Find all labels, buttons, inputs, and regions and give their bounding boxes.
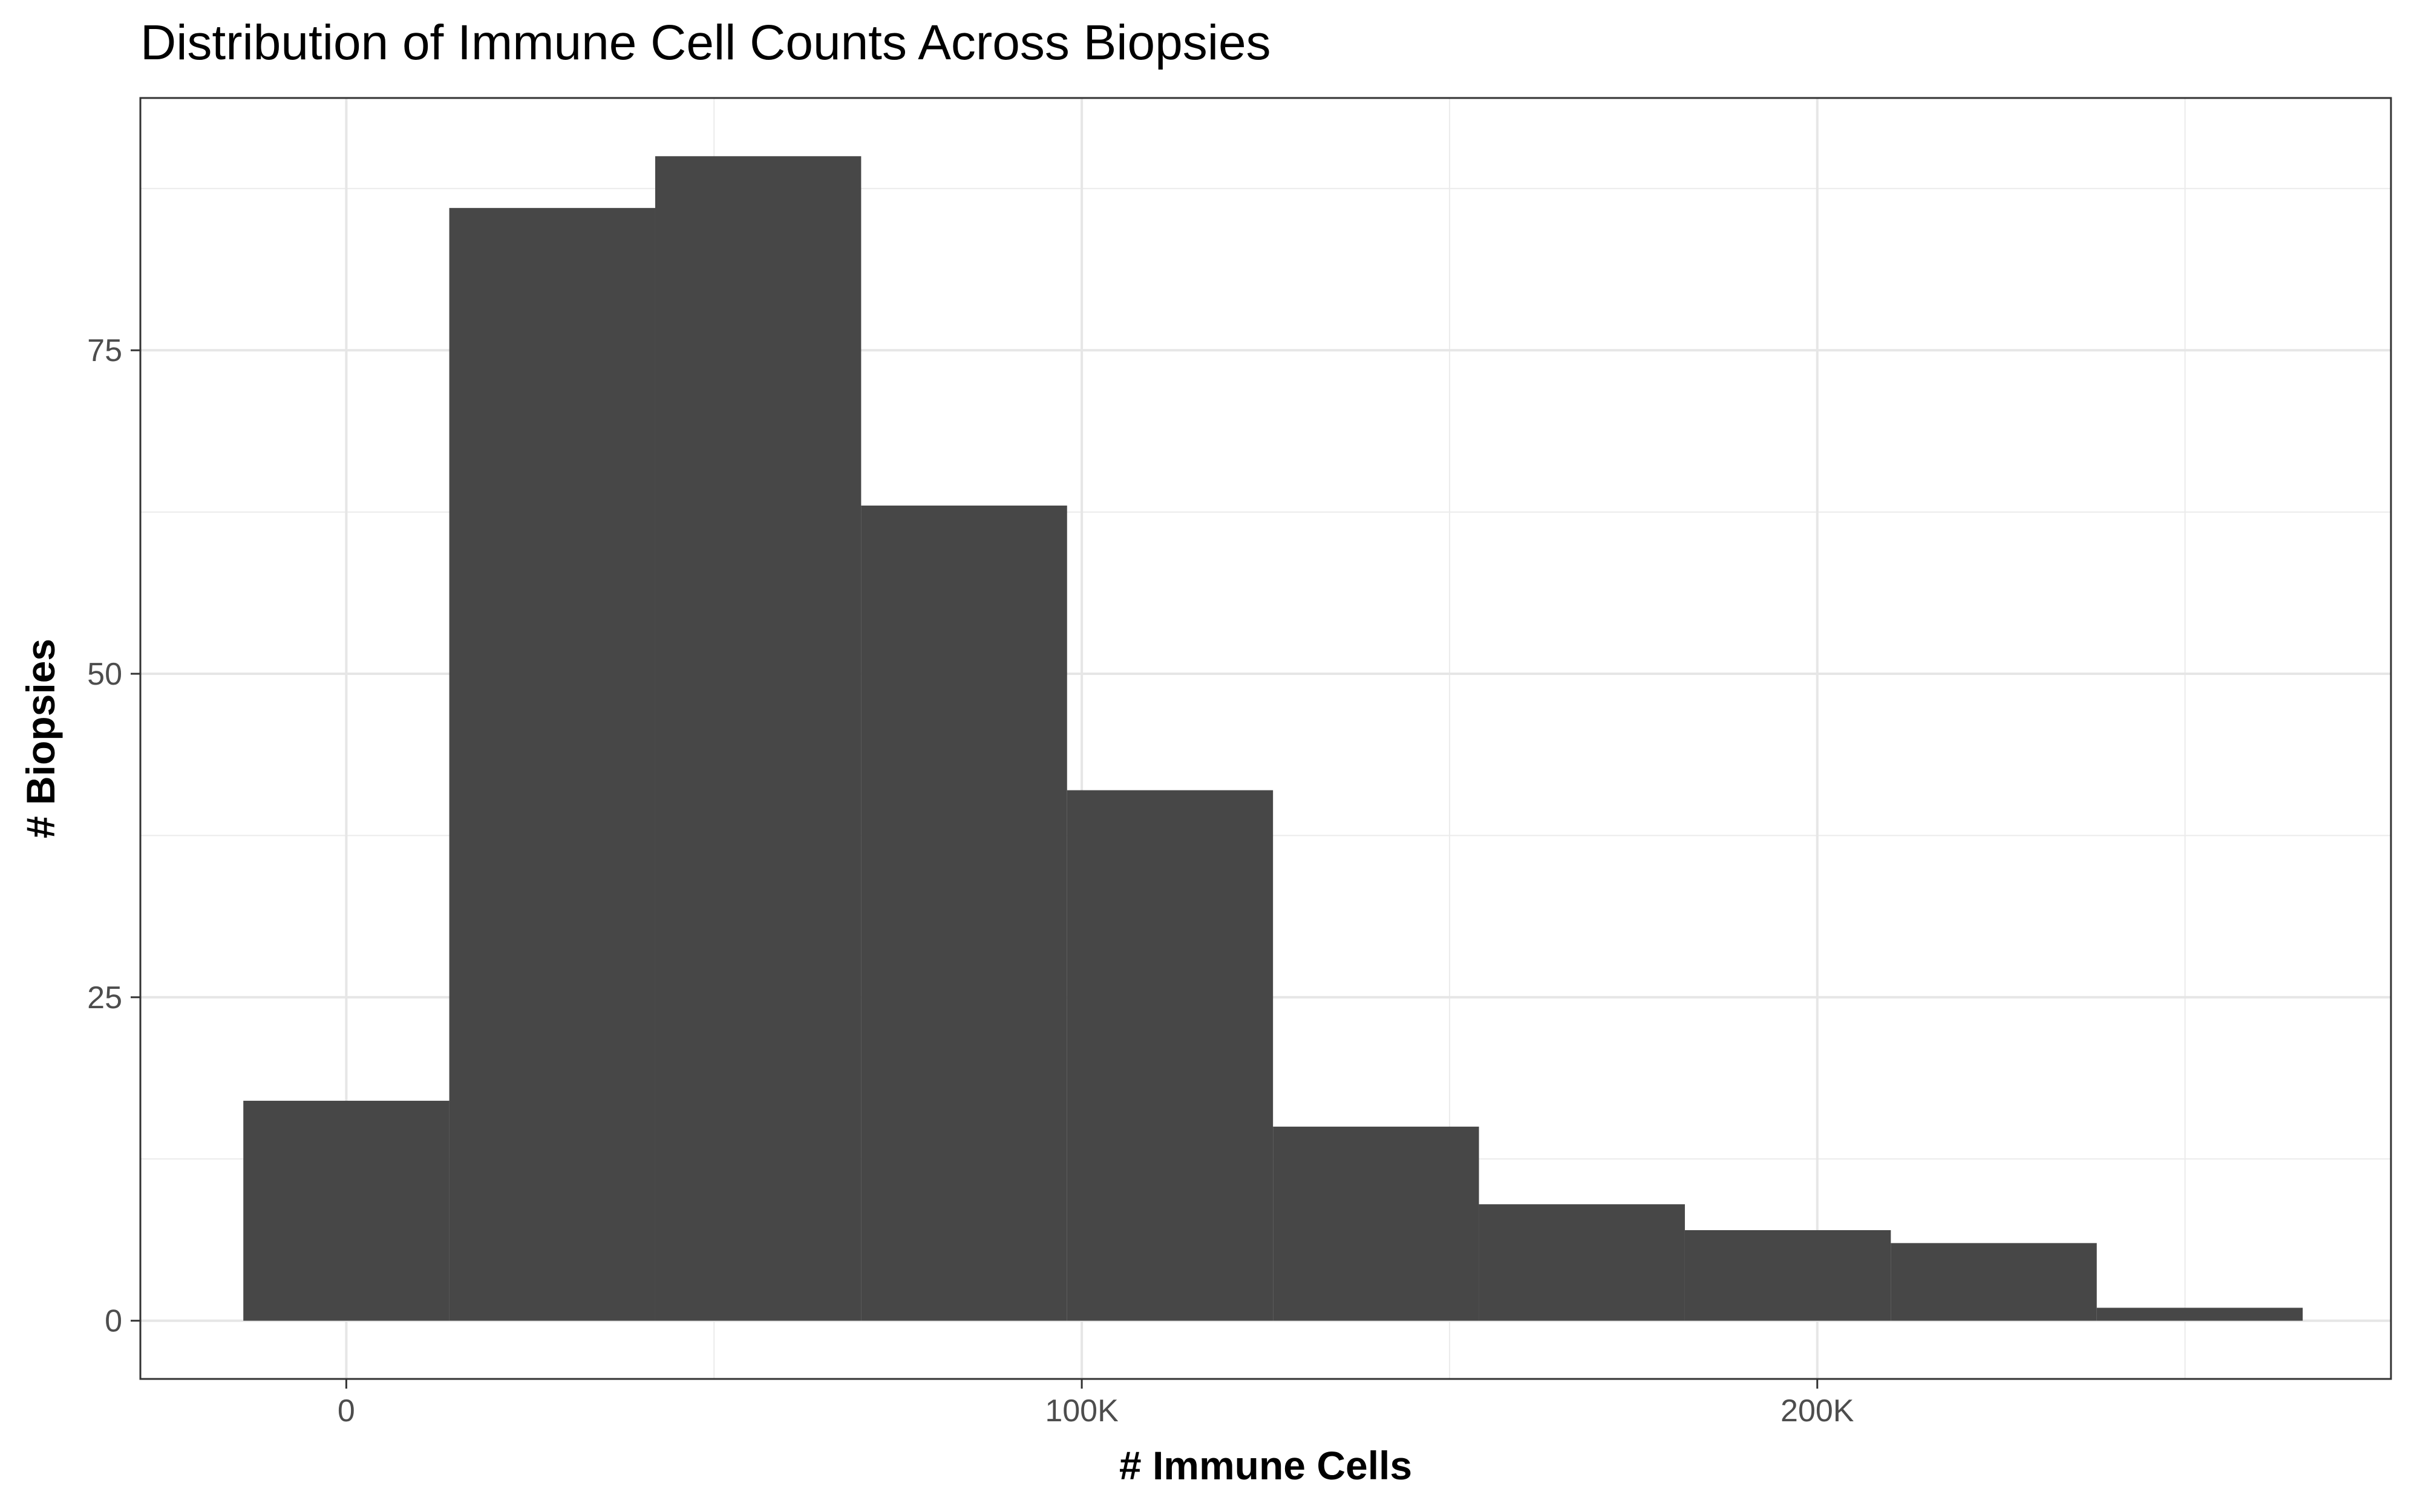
histogram-bar <box>1479 1204 1685 1321</box>
histogram-bar <box>655 156 862 1321</box>
y-tick-label: 25 <box>87 980 122 1015</box>
chart-title: Distribution of Immune Cell Counts Acros… <box>140 15 1271 70</box>
x-axis: 0 100K 200K <box>338 1379 1854 1429</box>
y-tick-label: 0 <box>105 1304 122 1339</box>
x-tick-label: 0 <box>338 1393 355 1429</box>
histogram-bar <box>2096 1308 2303 1321</box>
y-tick-label: 50 <box>87 657 122 692</box>
histogram-bars <box>243 156 2303 1321</box>
y-axis-title: # Biopsies <box>18 639 63 838</box>
histogram-bar <box>1684 1230 1891 1321</box>
y-tick-label: 75 <box>87 333 122 368</box>
plot-panel-border <box>139 97 2392 1380</box>
histogram-bar <box>861 505 1067 1321</box>
y-axis: 0 25 50 75 <box>87 333 140 1339</box>
x-axis-title: # Immune Cells <box>1119 1443 1412 1488</box>
histogram-bar <box>449 207 655 1321</box>
histogram-bar <box>1891 1243 2097 1321</box>
x-tick-label: 200K <box>1781 1393 1854 1429</box>
histogram-bar <box>1273 1126 1479 1321</box>
histogram-bar <box>243 1101 450 1321</box>
x-tick-label: 100K <box>1045 1393 1119 1429</box>
histogram-bar <box>1067 790 1274 1321</box>
